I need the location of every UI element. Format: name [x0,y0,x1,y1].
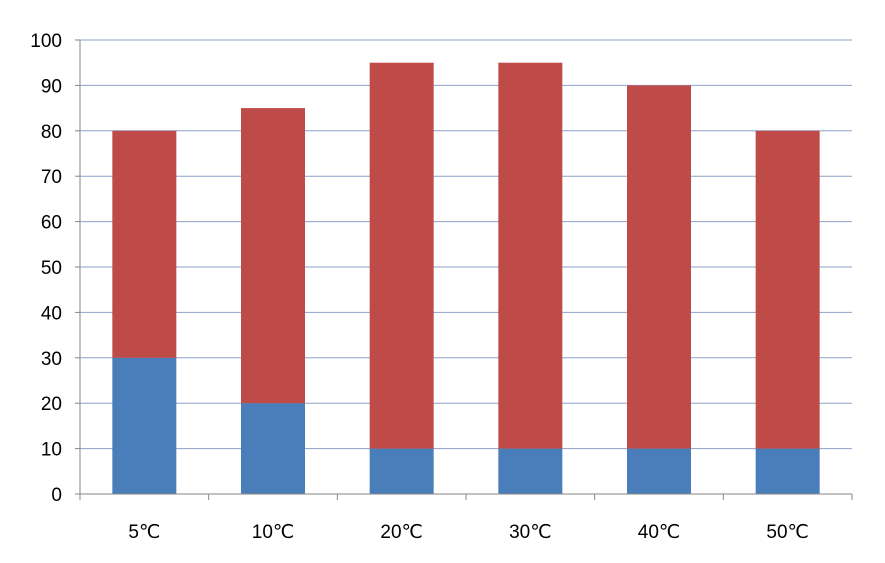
x-tick-label: 40℃ [638,522,680,543]
y-tick-label: 50 [41,258,62,279]
x-tick-label: 20℃ [380,522,422,543]
x-tick-label: 50℃ [766,522,808,543]
tick-labels: 0 10 20 30 40 50 60 70 80 90 100 5℃ 10℃ 20℃ 30℃ 40℃ 50℃ [30,31,809,543]
y-tick-label: 30 [41,349,62,370]
axes [75,39,853,500]
bar-series-2-5 [627,85,691,449]
bar-series-1-6 [755,448,820,494]
bar-series-1-5 [627,448,691,494]
x-tick-label: 10℃ [252,522,294,543]
bar-series-1-3 [369,448,434,494]
bar-series-1-1 [112,357,177,494]
gridlines [80,39,852,450]
bar-series-2-6 [755,130,820,449]
bar-series-1-2 [241,403,305,494]
bar-series-2-3 [369,62,434,449]
y-tick-label: 0 [51,485,62,506]
x-tick-label: 30℃ [509,522,551,543]
y-tick-label: 20 [41,394,62,415]
bar-series-1-4 [498,448,563,494]
bar-series-2-1 [112,130,177,358]
y-tick-label: 100 [30,31,62,52]
y-tick-label: 10 [41,440,62,461]
y-tick-label: 80 [41,122,62,143]
y-tick-label: 40 [41,303,62,324]
y-tick-label: 70 [41,167,62,188]
bar-series-2-2 [241,108,305,404]
bars [112,62,820,494]
x-tick-label: 5℃ [128,522,160,543]
bar-series-2-4 [498,62,563,449]
y-tick-label: 90 [41,76,62,97]
y-tick-label: 60 [41,213,62,234]
